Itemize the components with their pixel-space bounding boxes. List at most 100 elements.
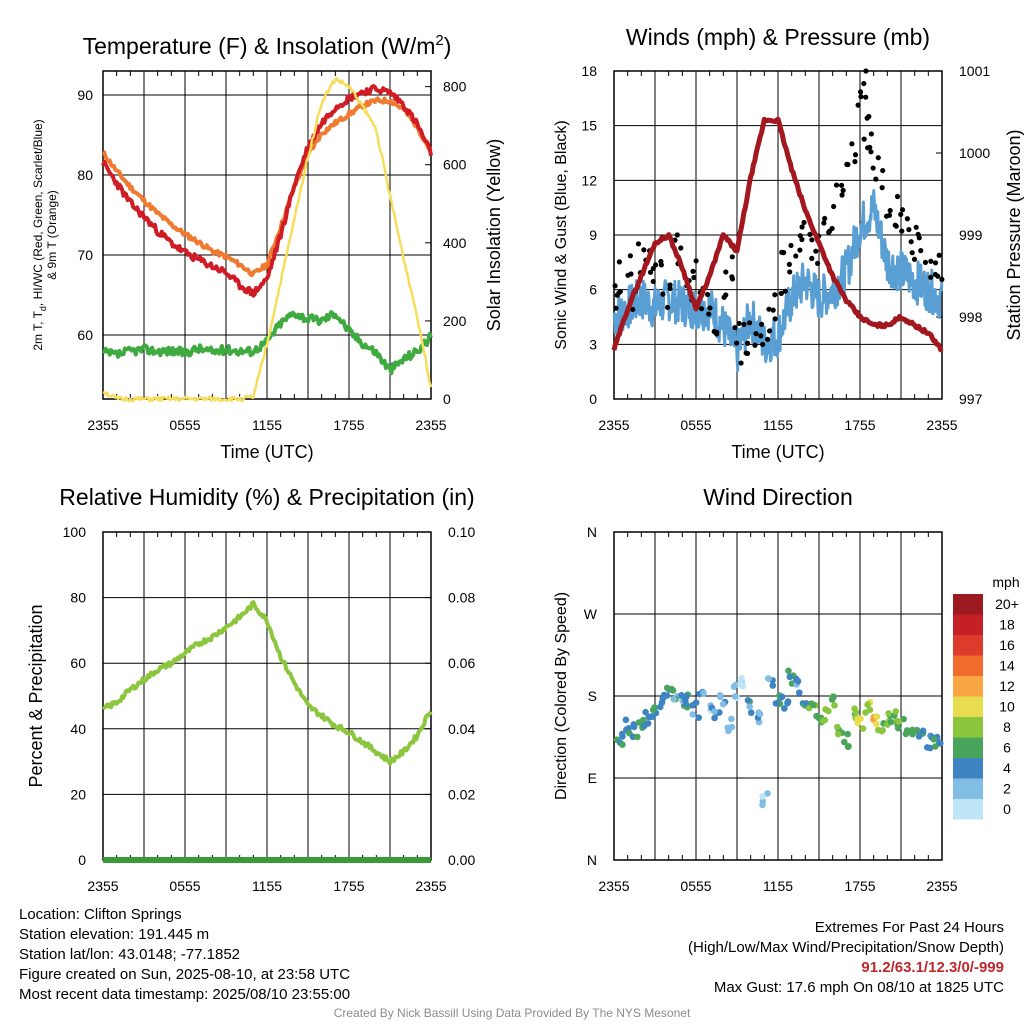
- temperature-line: [101, 84, 433, 298]
- wind-direction-point: [642, 708, 649, 716]
- gust-point: [918, 248, 924, 254]
- rh-chart-title: Relative Humidity (%) & Precipitation (i…: [59, 484, 474, 510]
- gust-point: [738, 360, 744, 366]
- temperature-insolation-chart: 2355 0555 1155 1755 2355 60 70 80 90 0 200 400 600 80…: [31, 32, 504, 462]
- wind-direction-point: [895, 718, 902, 725]
- temp-xtick-label: 1755: [333, 417, 364, 433]
- legend-label: 14: [999, 658, 1015, 674]
- wind-direction-point: [831, 702, 838, 709]
- wind-direction-point: [885, 710, 892, 717]
- wind-xtick-label: 2355: [598, 417, 629, 433]
- temp-chart-title: Temperature (F) & Insolation (W/m2): [83, 32, 452, 59]
- gust-point: [647, 269, 654, 275]
- wind-direction-point: [844, 730, 851, 738]
- wind-direction-point: [813, 712, 820, 720]
- gust-point: [913, 224, 919, 230]
- credit-line: Created By Nick Bassill Using Data Provi…: [333, 1006, 691, 1020]
- gust-point: [758, 321, 765, 327]
- station-location: Location: Clifton Springs: [19, 906, 182, 923]
- wind-direction-point: [678, 692, 685, 699]
- wind-direction-point: [663, 692, 671, 699]
- wind-direction-point: [930, 735, 937, 743]
- insolation-ylabel: Solar Insolation (Yellow): [484, 139, 504, 331]
- gust-point: [752, 342, 758, 348]
- insolation-line: [102, 76, 433, 403]
- winds-pressure-chart: 2355 0555 1155 1755 235503691215189979989991…: [553, 24, 1024, 462]
- humidity-line: [102, 600, 433, 766]
- wind-direction-point: [772, 700, 780, 707]
- wind-chart-title: Winds (mph) & Pressure (mb): [626, 24, 930, 50]
- wind-direction-point: [692, 699, 700, 706]
- wind-direction-point: [873, 713, 881, 720]
- legend-swatch: [953, 696, 983, 717]
- wind-direction-point: [649, 706, 657, 714]
- gust-point: [833, 182, 840, 188]
- gust-point: [831, 203, 837, 210]
- gust-point: [870, 165, 876, 171]
- wind-direction-point: [700, 689, 707, 697]
- wind-ytick-label: 18: [581, 63, 597, 79]
- gust-point: [723, 292, 729, 298]
- legend-swatch: [953, 594, 983, 615]
- wind-direction-point: [781, 705, 788, 712]
- gust-point: [744, 350, 751, 357]
- wind-direction-point: [793, 675, 800, 683]
- wind-direction-point: [892, 708, 900, 715]
- gust-point: [612, 283, 618, 289]
- wind-direction-point: [669, 687, 677, 694]
- wind-direction-point: [900, 715, 907, 723]
- gust-point: [932, 260, 939, 266]
- gust-point: [908, 239, 914, 245]
- temp-xtick-label: 2355: [415, 417, 446, 433]
- legend-label: 6: [1003, 740, 1011, 756]
- gust-point: [815, 260, 821, 266]
- humidity-precipitation-chart: 2355 0555 1155 1755 23550204060801000.000.02…: [26, 484, 475, 894]
- gust-point: [883, 213, 890, 219]
- gust-point: [723, 269, 729, 275]
- wind-direction-point: [809, 701, 817, 709]
- rh-ytick-label: 0: [78, 852, 86, 868]
- wind-direction-point: [711, 714, 718, 722]
- gust-point: [787, 269, 793, 275]
- wind-direction-point: [619, 733, 626, 740]
- gust-point: [616, 290, 622, 296]
- wind-direction-point: [738, 674, 745, 682]
- dir-xtick-label: 2355: [598, 878, 629, 894]
- gust-point: [852, 159, 858, 165]
- insolation-ytick-label: 800: [443, 79, 467, 95]
- legend-label: 18: [999, 617, 1015, 633]
- gust-point: [788, 242, 794, 249]
- temp-ytick-label: 90: [77, 87, 93, 103]
- wind-direction-point: [769, 682, 777, 689]
- wind-direction-point: [759, 801, 766, 809]
- gust-point: [760, 341, 766, 348]
- extremes-title: Extremes For Past 24 Hours: [814, 919, 1004, 936]
- gust-point: [782, 288, 789, 294]
- gust-point: [628, 271, 634, 277]
- gust-point: [778, 290, 784, 296]
- gust-point: [813, 248, 819, 254]
- rh-ytick-label: 100: [63, 524, 87, 540]
- gust-point: [844, 161, 850, 167]
- gust-point: [858, 94, 864, 100]
- gust-point: [766, 328, 773, 334]
- gust-point: [868, 131, 874, 137]
- wind-ytick-label: 9: [589, 227, 597, 243]
- gust-point: [899, 228, 905, 234]
- wind-direction-point: [630, 723, 638, 731]
- gust-point: [770, 307, 776, 313]
- gust-point: [664, 304, 671, 311]
- gust-point: [928, 258, 934, 264]
- wind-direction-point: [670, 695, 677, 703]
- extremes-values: 91.2/63.1/12.3/0/-999: [861, 959, 1004, 976]
- gust-point: [799, 224, 805, 230]
- extremes-panel: Extremes For Past 24 Hours (High/Low/Max…: [688, 918, 1004, 998]
- gust-point: [753, 331, 759, 337]
- gust-point: [793, 253, 799, 259]
- gust-point: [786, 261, 792, 267]
- insolation-ytick-label: 600: [443, 157, 467, 173]
- rh-ylabel: Percent & Precipitation: [26, 604, 46, 787]
- wind-direction-point: [828, 696, 836, 703]
- gust-point: [630, 306, 636, 313]
